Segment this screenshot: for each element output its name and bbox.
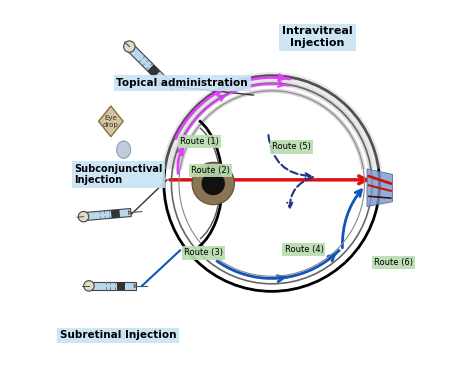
Circle shape xyxy=(78,211,89,222)
Text: Topical administration: Topical administration xyxy=(116,78,248,88)
Circle shape xyxy=(192,162,235,205)
Polygon shape xyxy=(89,282,137,290)
Text: Intravitreal
Injection: Intravitreal Injection xyxy=(282,26,353,48)
Polygon shape xyxy=(99,106,123,137)
Circle shape xyxy=(84,281,94,291)
Polygon shape xyxy=(111,210,120,218)
Polygon shape xyxy=(162,79,165,83)
Circle shape xyxy=(124,41,135,52)
Text: Route (5): Route (5) xyxy=(272,142,310,152)
Circle shape xyxy=(164,76,380,291)
Polygon shape xyxy=(134,284,137,288)
Text: Subretinal Injection: Subretinal Injection xyxy=(60,330,176,340)
Text: Route (3): Route (3) xyxy=(184,248,223,258)
Polygon shape xyxy=(367,169,392,207)
Text: Subconjunctival
Injection: Subconjunctival Injection xyxy=(74,164,163,185)
Polygon shape xyxy=(147,65,160,77)
Text: Route (2): Route (2) xyxy=(191,166,230,175)
Text: Eye
drop: Eye drop xyxy=(103,115,119,128)
Polygon shape xyxy=(83,208,131,221)
Text: Route (6): Route (6) xyxy=(374,258,413,266)
Circle shape xyxy=(201,106,357,261)
Circle shape xyxy=(201,172,225,195)
Polygon shape xyxy=(126,43,169,86)
Polygon shape xyxy=(117,141,131,158)
Text: Route (4): Route (4) xyxy=(284,245,323,254)
Text: Route (1): Route (1) xyxy=(180,137,219,146)
Polygon shape xyxy=(117,282,125,290)
Polygon shape xyxy=(128,211,131,215)
